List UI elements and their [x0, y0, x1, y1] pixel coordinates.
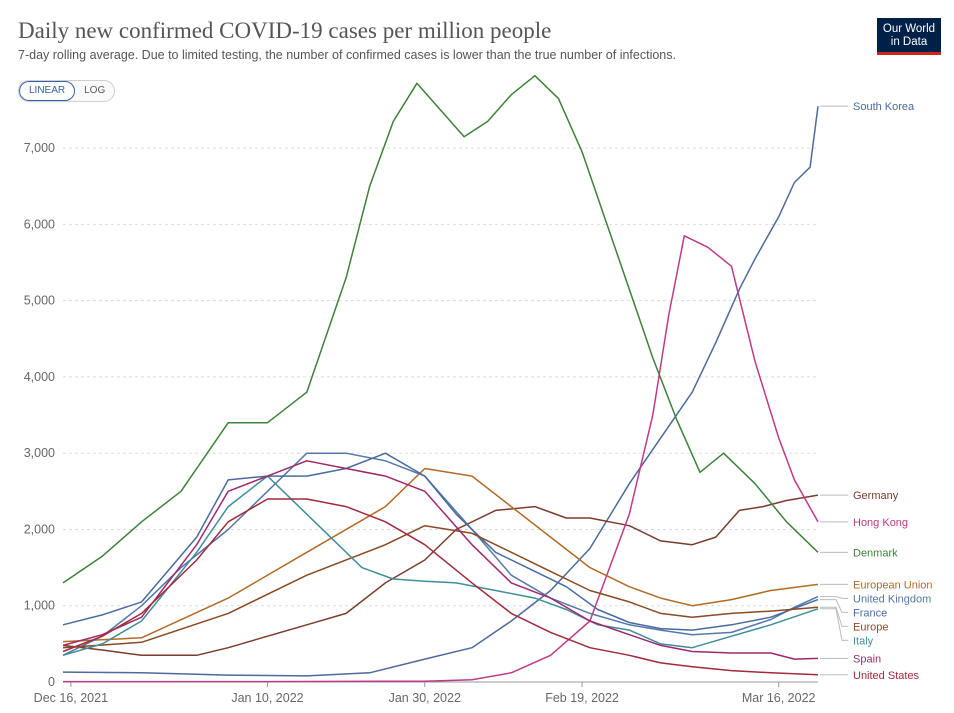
y-tick-label: 0 [48, 675, 55, 689]
series-lines [62, 74, 819, 683]
series-label-european-union: European Union [853, 579, 933, 591]
x-tick-label: Jan 30, 2022 [389, 691, 461, 705]
series-label-united-kingdom: United Kingdom [853, 593, 931, 605]
series-label-italy: Italy [853, 635, 874, 647]
y-tick-label: 7,000 [24, 141, 55, 155]
series-line-europe [62, 524, 819, 649]
series-label-germany: Germany [853, 490, 899, 502]
series-line-european-union [62, 467, 819, 643]
chart-title: Daily new confirmed COVID-19 cases per m… [18, 18, 552, 43]
series-line-france [62, 452, 819, 631]
y-tick-label: 4,000 [24, 370, 55, 384]
series-label-spain: Spain [853, 653, 881, 665]
x-tick-label: Mar 16, 2022 [742, 691, 816, 705]
series-line-hong-kong [63, 235, 819, 683]
series-label-france: France [853, 607, 887, 619]
series-label-south-korea: South Korea [853, 101, 915, 113]
owid-logo[interactable]: Our World in Data [877, 18, 941, 55]
series-line-denmark [62, 74, 819, 584]
y-tick-label: 2,000 [24, 522, 55, 536]
grid-lines [63, 147, 818, 683]
series-line-spain [62, 460, 819, 660]
series-label-connector [820, 608, 848, 641]
series-line-united-kingdom [62, 452, 819, 656]
series-label-europe: Europe [853, 621, 888, 633]
logo-line-2: in Data [890, 36, 928, 48]
linear-scale-button[interactable]: LINEAR [19, 81, 76, 101]
chart-subtitle: 7-day rolling average. Due to limited te… [18, 48, 676, 62]
series-line-italy [62, 475, 819, 657]
series-line-united-states [62, 498, 819, 676]
y-axis: 0 1,000 2,000 3,000 4,000 5,000 6,000 7,000 [24, 141, 55, 689]
series-label-hong-kong: Hong Kong [853, 517, 908, 529]
x-tick-label: Dec 16, 2021 [34, 691, 108, 705]
x-axis: Dec 16, 2021 Jan 10, 2022 Jan 30, 2022 Feb … [34, 682, 816, 705]
series-label-connector [820, 596, 848, 599]
x-tick-label: Feb 19, 2022 [545, 691, 619, 705]
scale-toggle: LINEAR LOG [18, 80, 116, 102]
series-labels: South Korea Germany Hong Kong Denmark Europe… [820, 101, 933, 682]
log-scale-button[interactable]: LOG [84, 85, 106, 96]
series-label-connector [820, 606, 848, 627]
y-tick-label: 6,000 [24, 217, 55, 231]
series-line-south-korea [62, 106, 819, 677]
series-label-denmark: Denmark [853, 547, 898, 559]
series-line-germany [62, 494, 819, 657]
y-tick-label: 1,000 [24, 599, 55, 613]
series-label-connector [820, 599, 848, 613]
x-tick-label: Jan 10, 2022 [231, 691, 303, 705]
logo-line-1: Our World [882, 23, 936, 35]
series-label-united-states: United States [853, 670, 920, 682]
y-tick-label: 5,000 [24, 294, 55, 308]
y-tick-label: 3,000 [24, 446, 55, 460]
